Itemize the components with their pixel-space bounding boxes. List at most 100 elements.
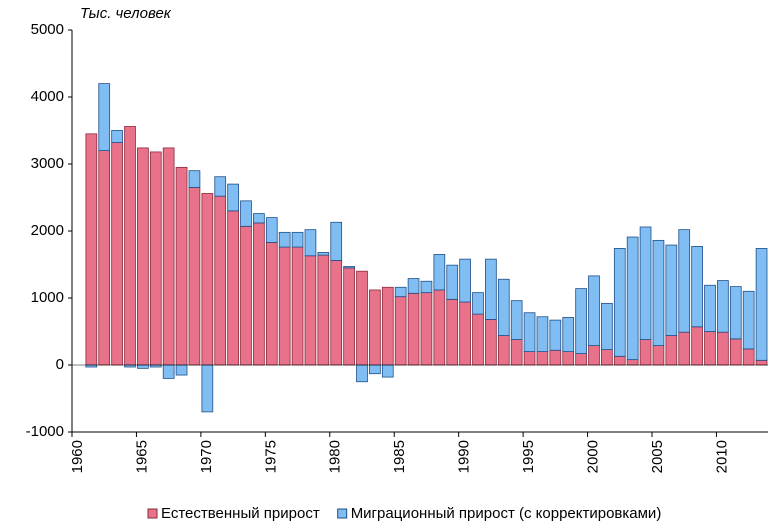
bar <box>472 313 484 366</box>
chart-title: Тыс. человек <box>80 5 172 22</box>
bar <box>472 292 484 315</box>
bar <box>98 150 111 366</box>
legend-swatch <box>147 508 158 519</box>
y-tick-label: -1000 <box>26 423 64 440</box>
bar <box>742 290 755 350</box>
bar <box>639 226 652 340</box>
bar <box>665 335 678 366</box>
bar <box>549 349 562 366</box>
bar <box>755 248 768 361</box>
y-tick-label: 5000 <box>31 21 64 38</box>
bar <box>162 147 175 366</box>
bar <box>381 364 394 378</box>
bar <box>214 176 227 197</box>
legend-label: Естественный прирост <box>161 505 320 522</box>
bar <box>98 83 111 151</box>
bar <box>652 345 665 366</box>
bar <box>227 210 239 366</box>
bar <box>446 264 459 300</box>
x-tick-label: 1960 <box>69 440 86 473</box>
bar <box>356 270 368 366</box>
bar <box>717 280 729 333</box>
bar <box>613 355 626 366</box>
bar <box>124 364 136 368</box>
bar <box>137 364 149 369</box>
bar <box>85 364 98 368</box>
bar <box>394 296 407 366</box>
bar <box>420 280 433 294</box>
bar <box>369 289 381 366</box>
bar <box>485 319 497 366</box>
bar <box>317 252 330 256</box>
bar <box>330 221 343 261</box>
bar <box>278 246 291 366</box>
bar <box>639 339 652 366</box>
bar <box>240 200 252 227</box>
y-tick-label: 4000 <box>31 88 64 105</box>
bar <box>536 316 549 353</box>
bar <box>588 345 600 366</box>
y-tick-label: 1000 <box>31 289 64 306</box>
bar <box>369 364 381 375</box>
bar <box>626 359 639 366</box>
bar <box>175 364 188 376</box>
bar <box>433 289 446 366</box>
y-tick-label: 0 <box>56 356 64 373</box>
bar <box>601 302 613 350</box>
bar <box>459 301 471 366</box>
bar <box>317 254 330 366</box>
bar <box>433 254 446 291</box>
x-tick-label: 1980 <box>327 440 344 473</box>
bar <box>562 317 575 352</box>
bar <box>652 239 665 346</box>
bar <box>420 292 433 366</box>
x-tick-label: 1970 <box>198 440 215 473</box>
bar <box>575 288 587 355</box>
bar <box>523 351 536 366</box>
y-tick-label: 2000 <box>31 222 64 239</box>
bar <box>381 286 394 366</box>
bar <box>188 187 201 366</box>
bar <box>304 255 317 366</box>
bar <box>111 130 123 143</box>
bar <box>704 284 716 332</box>
bar <box>678 331 691 366</box>
bar <box>356 364 368 383</box>
bar <box>291 231 304 248</box>
bar <box>510 300 523 340</box>
bar <box>304 229 317 257</box>
bar <box>549 319 562 351</box>
bar <box>497 278 510 336</box>
bar <box>691 246 703 328</box>
bar <box>485 258 497 320</box>
bar <box>459 258 471 303</box>
bar <box>265 241 278 366</box>
bar <box>626 236 639 361</box>
bar <box>85 133 98 366</box>
bar <box>253 222 265 366</box>
bar <box>291 246 304 366</box>
y-tick-label: 3000 <box>31 155 64 172</box>
bar <box>124 126 136 366</box>
bar <box>704 331 716 366</box>
x-tick-label: 2005 <box>649 440 666 473</box>
bar <box>613 248 626 357</box>
bar <box>214 195 227 366</box>
bar <box>446 298 459 366</box>
bar <box>755 359 768 366</box>
bar <box>691 326 703 366</box>
x-tick-label: 1990 <box>456 440 473 473</box>
bar <box>175 166 188 366</box>
bar <box>162 364 175 379</box>
x-tick-label: 1985 <box>391 440 408 473</box>
bar <box>742 348 755 366</box>
bar <box>343 267 355 366</box>
bar <box>265 217 278 243</box>
bar <box>562 351 575 366</box>
bar <box>407 278 420 294</box>
bar <box>536 351 549 366</box>
bar <box>149 151 162 366</box>
bar <box>665 244 678 336</box>
